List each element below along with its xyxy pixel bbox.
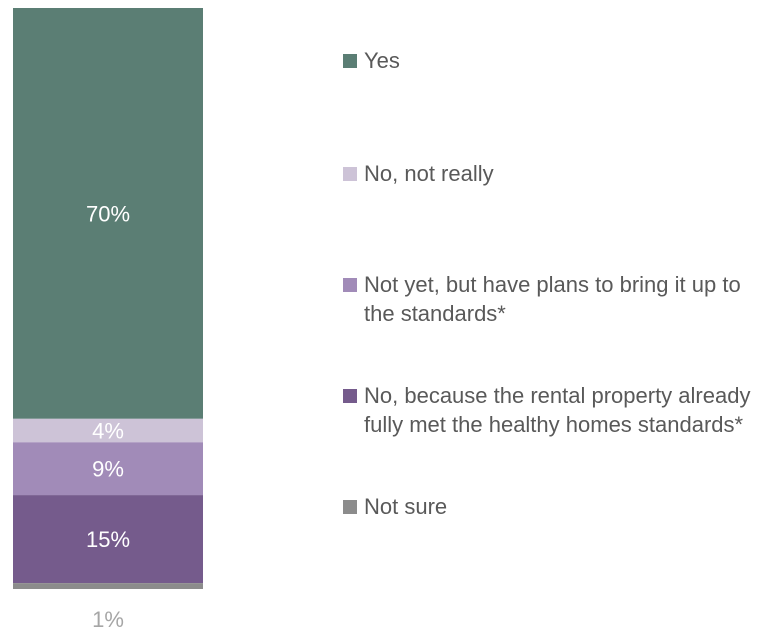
legend-swatch-not-yet [343, 278, 357, 292]
bar-segment-no-not-really [13, 418, 203, 443]
data-labels: 70% 4% 9% 15% 1% [86, 201, 130, 630]
bar-segment-not-yet [13, 442, 203, 496]
legend-label-not-yet: Not yet, but have plans to bring it up t… [364, 272, 741, 326]
data-label-not-sure: 1% [92, 607, 124, 630]
legend-label-no-already-met: No, because the rental property already … [364, 383, 751, 437]
bar-segment-not-sure [13, 583, 203, 589]
legend-item-not-yet: Not yet, but have plans to bring it up t… [343, 270, 757, 328]
data-label-no-not-really: 4% [92, 419, 124, 444]
legend-item-yes: Yes [343, 46, 400, 75]
data-label-yes: 70% [86, 201, 130, 226]
legend-label-no-not-really: No, not really [364, 161, 494, 186]
legend-label-not-sure: Not sure [364, 494, 448, 519]
legend-item-no-already-met: No, because the rental property already … [343, 381, 757, 439]
legend-swatch-no-already-met [343, 389, 357, 403]
bar-segment-yes [13, 8, 203, 419]
legend-label-yes: Yes [364, 48, 400, 73]
legend-swatch-no-not-really [343, 167, 357, 181]
bar-segment-no-already-met [13, 495, 203, 584]
legend-item-no-not-really: No, not really [343, 159, 494, 188]
legend-item-not-sure: Not sure [343, 492, 447, 521]
chart-legend: Yes No, not really Not yet, but have pla… [343, 0, 757, 630]
legend-swatch-yes [343, 54, 357, 68]
data-label-no-already-met: 15% [86, 527, 130, 552]
legend-swatch-not-sure [343, 500, 357, 514]
data-label-not-yet: 9% [92, 457, 124, 482]
bar-segments [13, 8, 203, 589]
